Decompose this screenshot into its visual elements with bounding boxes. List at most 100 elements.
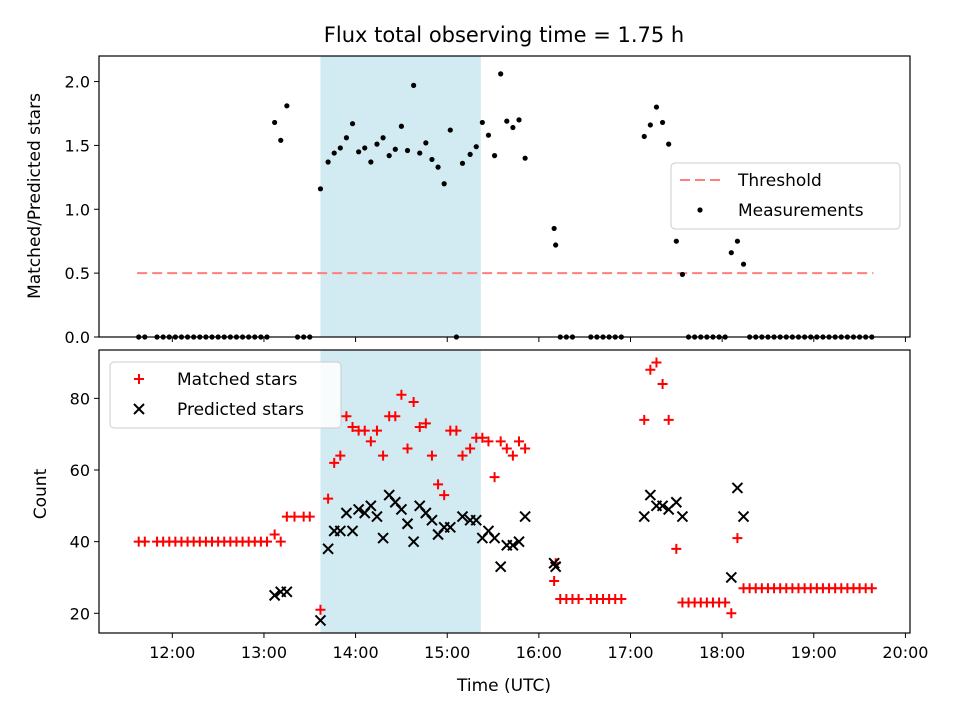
predicted-stars-point xyxy=(656,500,669,512)
measurement-point xyxy=(368,159,374,165)
measurement-point xyxy=(563,334,569,340)
matched-stars-point xyxy=(451,425,462,436)
measurement-point xyxy=(777,334,783,340)
measurement-point xyxy=(704,334,710,340)
measurement-point xyxy=(284,103,290,109)
predicted-stars-point xyxy=(494,561,507,573)
measurement-point xyxy=(435,164,441,170)
top-plot-frame xyxy=(98,55,911,338)
measurement-point xyxy=(808,334,814,340)
legend-box xyxy=(109,361,342,429)
measurement-point xyxy=(203,334,209,340)
matched-stars-point xyxy=(549,576,560,587)
matched-stars-point xyxy=(726,608,737,619)
measurement-point xyxy=(278,137,284,143)
matched-stars-point xyxy=(402,443,413,454)
matched-stars-point xyxy=(365,436,376,447)
measurement-point xyxy=(239,334,246,340)
measurement-point xyxy=(191,334,197,340)
measurement-point xyxy=(869,334,875,340)
matched-stars-point xyxy=(323,493,334,504)
legend-predicted-label: Predicted stars xyxy=(177,400,304,420)
matched-stars-point xyxy=(371,425,382,436)
predicted-stars-point xyxy=(488,532,501,544)
measurement-point xyxy=(374,141,380,147)
measurement-point xyxy=(453,334,459,340)
measurement-point xyxy=(429,156,435,163)
measurement-point xyxy=(380,135,386,141)
matched-stars-point xyxy=(483,436,494,447)
measurement-point xyxy=(498,71,504,77)
measurement-point xyxy=(317,186,324,192)
bottom-legend: Matched stars Predicted stars xyxy=(109,361,342,429)
measurement-point xyxy=(771,334,777,340)
x-tick-label: 15:00 xyxy=(424,643,470,662)
measurement-point xyxy=(258,334,264,340)
x-tick-label: 19:00 xyxy=(791,643,837,662)
measurement-point xyxy=(392,146,398,152)
predicted-stars-point xyxy=(365,500,377,512)
matched-stars-point xyxy=(139,536,150,547)
measurement-point xyxy=(850,334,857,340)
measurement-point xyxy=(698,334,704,340)
matched-stars-point xyxy=(439,490,450,501)
measurement-point xyxy=(459,160,466,166)
measurement-point xyxy=(154,334,160,340)
measurement-point xyxy=(166,334,172,340)
bottom-plot-frame xyxy=(98,349,911,634)
y-tick-label: 2.0 xyxy=(65,73,90,92)
predicted-stars-point xyxy=(314,614,327,627)
measurement-point xyxy=(184,334,191,340)
x-tick-label: 13:00 xyxy=(241,643,287,662)
y-tick-label: 0.5 xyxy=(65,264,90,283)
measurement-point xyxy=(178,334,185,340)
matched-stars-point xyxy=(341,411,352,422)
measurement-point xyxy=(337,145,343,151)
measurement-point xyxy=(301,334,307,340)
measurement-point xyxy=(356,149,362,155)
matched-stars-point xyxy=(657,379,668,390)
measurement-point xyxy=(740,261,747,267)
matched-stars-point xyxy=(315,604,326,615)
measurement-point xyxy=(398,123,405,129)
matched-stars-point xyxy=(520,443,531,454)
bottom-panel: Count Time (UTC) 12:00 13:00 14:00 15:00 16:… xyxy=(31,349,928,696)
measurement-point xyxy=(447,127,453,133)
y-tick-label: 60 xyxy=(70,461,90,480)
measurement-point xyxy=(307,334,313,340)
measurement-point xyxy=(856,334,863,340)
measurement-point xyxy=(765,334,771,340)
measurement-point xyxy=(569,334,576,340)
measurement-point xyxy=(747,334,753,340)
legend-matched-label: Matched stars xyxy=(177,370,297,390)
measurement-point xyxy=(252,334,258,340)
predicted-stars-point xyxy=(670,496,683,508)
measurement-point xyxy=(553,242,559,248)
matched-stars-point xyxy=(866,583,877,594)
measurement-point xyxy=(594,334,600,340)
predicted-stars-point xyxy=(507,539,519,551)
y-tick-label: 0.0 xyxy=(65,328,90,347)
matched-stars-point xyxy=(289,511,300,522)
predicted-stars-point xyxy=(513,535,525,548)
matched-stars-point xyxy=(465,443,476,454)
measurement-point xyxy=(485,132,492,138)
measurement-point xyxy=(659,119,666,126)
measurement-point xyxy=(838,334,844,340)
predicted-stars-point xyxy=(334,525,347,537)
measurement-point xyxy=(404,147,411,154)
measurement-point xyxy=(710,334,716,340)
measurement-point xyxy=(832,334,838,340)
measurement-point xyxy=(504,118,510,124)
predicted-stars-point xyxy=(725,571,738,584)
matched-stars-point xyxy=(396,389,407,400)
matched-stars-point xyxy=(457,450,468,461)
predicted-stars-point xyxy=(638,510,650,523)
y-tick-label: 1.0 xyxy=(65,200,90,219)
matched-stars-point xyxy=(639,414,650,425)
measurement-point xyxy=(820,334,826,340)
measurement-point xyxy=(612,334,618,340)
measurement-point xyxy=(618,334,624,340)
legend-matched-swatch xyxy=(134,374,144,384)
measurement-point xyxy=(209,334,215,340)
